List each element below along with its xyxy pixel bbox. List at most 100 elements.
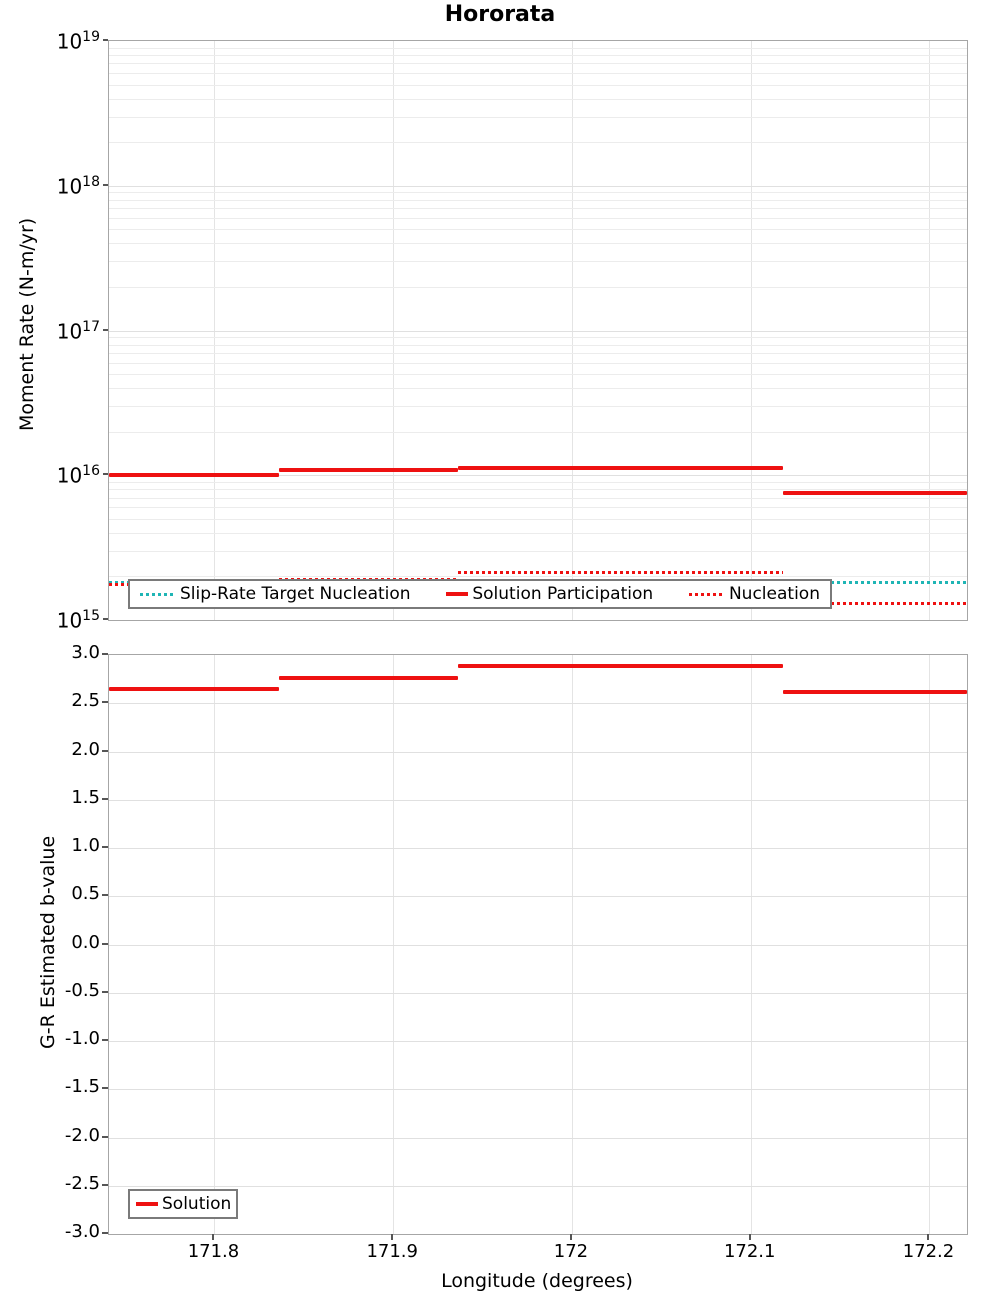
y-tick-label: 1019 <box>56 29 100 54</box>
legend-label-slip-rate-target: Slip-Rate Target Nucleation <box>180 584 411 604</box>
gridline-major <box>109 330 967 332</box>
gridline-minor <box>109 84 967 86</box>
y-tick-mark <box>103 473 108 476</box>
y-tick-label: -1.0 <box>64 1028 100 1049</box>
x-tick-label: 172.1 <box>723 1241 776 1262</box>
gridline-major <box>109 751 967 753</box>
solution-line-key-icon <box>446 592 469 596</box>
y-tick-mark <box>103 618 108 620</box>
nucleation-line-key-icon <box>688 592 725 596</box>
gridline-minor <box>109 337 967 339</box>
y-tick-label: 0.5 <box>71 883 100 905</box>
gridline-minor <box>109 497 967 499</box>
gridline-minor <box>109 352 967 354</box>
x-tick-mark <box>748 1234 751 1240</box>
y-tick-mark <box>102 942 108 945</box>
series-segment-solution-participation <box>782 491 967 496</box>
gridline-minor <box>109 532 967 534</box>
y-tick-mark <box>102 1087 108 1090</box>
x-tick-label: 172 <box>553 1241 589 1262</box>
gridline-major <box>109 896 967 898</box>
x-tick-label: 171.9 <box>366 1241 418 1262</box>
gridline-minor <box>109 481 967 483</box>
gridline-minor <box>109 192 967 194</box>
y-tick-label: -2.0 <box>64 1124 100 1146</box>
series-segment-solution-participation <box>278 468 458 473</box>
gridline-minor <box>109 243 967 245</box>
gridline-minor <box>109 576 967 578</box>
y-tick-mark <box>102 1135 108 1138</box>
y-tick-label: 1017 <box>56 318 100 344</box>
gridline-major <box>109 848 967 849</box>
legend-label-nucleation: Nucleation <box>728 584 820 604</box>
x-tick-label: 172.2 <box>902 1241 955 1262</box>
gridline-minor <box>109 406 967 408</box>
gridline-major <box>109 1041 967 1042</box>
gridline-major <box>109 1185 967 1187</box>
series-segment-solution <box>782 689 967 694</box>
gridline-minor <box>109 286 967 288</box>
y-tick-label: 1015 <box>56 608 100 633</box>
y-tick-mark <box>102 749 108 752</box>
y-tick-mark <box>102 701 108 704</box>
gridline-major <box>109 185 967 187</box>
series-segment-solution-participation <box>109 473 279 478</box>
x-tick-mark <box>927 1234 930 1240</box>
legend-label-solution-participation: Solution Participation <box>472 584 654 604</box>
gridline-major <box>109 475 967 477</box>
x-tick-mark <box>212 1234 215 1240</box>
y-tick-mark <box>103 39 108 41</box>
series-segment-solution-participation <box>457 465 783 470</box>
y-tick-label: -1.5 <box>64 1076 100 1098</box>
x-tick-mark <box>391 1234 394 1240</box>
gridline-major <box>109 944 967 946</box>
series-segment-solution <box>457 663 783 668</box>
y-tick-label: 1016 <box>56 463 100 488</box>
y-tick-mark <box>102 1183 108 1186</box>
gridline-minor <box>109 431 967 433</box>
gridline-major <box>109 1137 967 1139</box>
series-segment-solution <box>109 686 279 691</box>
y-tick-label: 1.5 <box>71 786 100 808</box>
x-tick-mark <box>569 1234 572 1240</box>
y-tick-mark <box>102 653 108 655</box>
y-tick-label: -0.5 <box>64 979 100 1001</box>
gridline-minor <box>109 199 967 201</box>
series-segment-slip-rate-target-nucleation <box>782 581 967 585</box>
gridline-minor <box>109 507 967 509</box>
legend-entry-solution: Solution <box>136 1194 231 1214</box>
gridline-minor <box>109 116 967 118</box>
y-tick-label: 2.0 <box>71 738 100 760</box>
gridline-minor <box>109 208 967 210</box>
legend-label-solution: Solution <box>162 1194 232 1214</box>
legend-entry-slip-rate-target: Slip-Rate Target Nucleation <box>140 584 411 604</box>
gridline-major <box>109 703 967 705</box>
legend-entry-nucleation: Nucleation <box>688 584 820 604</box>
y-tick-label: 0.0 <box>71 931 100 953</box>
y-tick-mark <box>102 797 108 800</box>
y-tick-mark <box>102 1232 108 1234</box>
y-tick-mark <box>102 846 108 848</box>
x-axis-label-longitude: Longitude (degrees) <box>441 1270 633 1292</box>
y-tick-mark <box>102 1039 108 1041</box>
y-tick-mark <box>103 183 108 186</box>
gridline-major <box>109 799 967 801</box>
legend-entry-solution-participation: Solution Participation <box>446 584 653 604</box>
gridline-minor <box>109 489 967 491</box>
gridline-minor <box>109 388 967 390</box>
top-plot-legend: Slip-Rate Target Nucleation Solution Par… <box>128 579 832 609</box>
y-tick-label: -2.5 <box>64 1172 100 1194</box>
series-segment-nucleation <box>782 601 967 605</box>
gridline-minor <box>109 47 967 49</box>
slip-rate-target-line-key-icon <box>140 592 176 596</box>
y-tick-label: 3.0 <box>71 642 100 663</box>
y-tick-label: 1.0 <box>71 835 100 856</box>
solution-line-key-icon <box>136 1202 158 1206</box>
gridline-minor <box>109 217 967 219</box>
y-tick-label: 2.5 <box>71 690 100 712</box>
series-segment-nucleation <box>457 571 783 575</box>
y-tick-mark <box>102 990 108 993</box>
gridline-minor <box>109 142 967 144</box>
gridline-major <box>109 992 967 994</box>
y-tick-label: 1018 <box>56 173 100 199</box>
